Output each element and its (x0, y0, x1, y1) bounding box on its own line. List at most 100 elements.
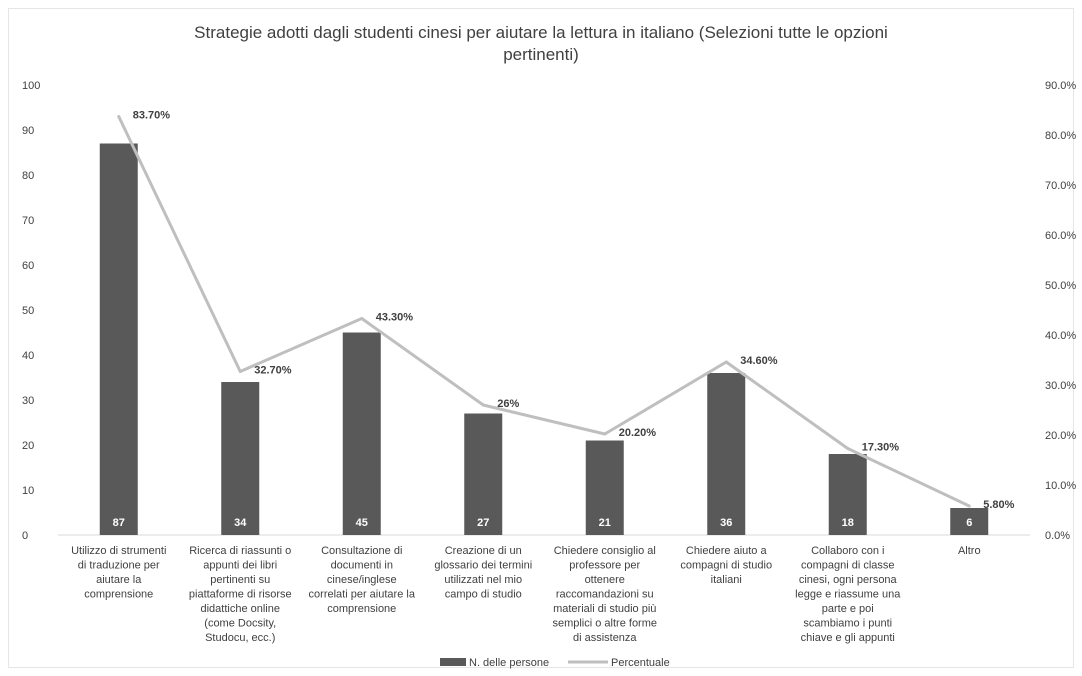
category-label-line: documenti in (331, 560, 393, 572)
category-label-line: materiali di studio più (553, 603, 656, 615)
category-label-line: pertinenti su (210, 574, 270, 586)
category-label-line: Consultazione di (321, 545, 402, 557)
line-group: 83.70% 32.70% 43.30% 26% 20.20% 34.60% 17.30% 5… (117, 110, 1015, 511)
y-left-tick-label: 30 (22, 395, 34, 407)
category-label-line: compagni di classe (801, 560, 895, 572)
percent-point (846, 447, 850, 450)
bars-group: 87 34 45 27 21 36 18 6 (99, 143, 989, 535)
y-right-tick-label: 70.0% (1045, 180, 1076, 192)
category-label-line: italiani (711, 574, 742, 586)
category-label-line: cinesi, ogni persona (799, 574, 898, 586)
category-label: Chiedere aiuto a compagni di studio italia… (680, 545, 772, 586)
percent-line (117, 115, 970, 508)
y-left-tick-label: 10 (22, 485, 34, 497)
legend-label-bars: N. delle persone (469, 657, 549, 669)
category-label-line: Utilizzo di strumenti (71, 545, 166, 557)
category-label-line: comprensione (327, 603, 396, 615)
percent-point (481, 403, 485, 407)
bar (585, 440, 624, 535)
chart-title-line-1: Strategie adotti dagli studenti cinesi p… (194, 23, 888, 42)
category-label-line: cinese/inglese (327, 574, 397, 586)
category-label-line: Chiedere aiuto a (686, 545, 768, 557)
category-label-line: didattiche online (200, 603, 280, 615)
legend-label-line: Percentuale (611, 657, 670, 669)
category-label-line: utilizzati nel mio (444, 574, 522, 586)
y-left-tick-label: 0 (22, 530, 28, 542)
y-left-tick-label: 70 (22, 215, 34, 227)
category-label-line: Creazione di un (445, 545, 522, 557)
category-label-line: di traduzione per (78, 560, 160, 572)
category-label-line: glossario dei termini (434, 560, 532, 572)
legend-swatch-bars (440, 658, 466, 666)
category-label-line: ottenere (585, 574, 625, 586)
category-label: Consultazione di documenti in cinese/ingle… (309, 545, 416, 615)
chart-title: Strategie adotti dagli studenti cinesi p… (0, 22, 1082, 66)
category-label-line: Collaboro con i (811, 545, 884, 557)
category-label-line: campo di studio (445, 589, 522, 601)
y-right-tick-label: 40.0% (1045, 330, 1076, 342)
y-right-tick-label: 60.0% (1045, 230, 1076, 242)
category-label-line: Altro (958, 545, 981, 557)
bar (950, 508, 989, 535)
bar-value-label: 21 (599, 517, 611, 529)
y-left-tick-label: 20 (22, 440, 34, 452)
y-left-tick-label: 100 (22, 80, 40, 92)
category-label-line: appunti dei libri (203, 560, 277, 572)
axes-group: 0 10 20 30 40 50 60 70 80 90 100 0.0% 10.0% 20.0% 30.0… (22, 80, 1076, 542)
percent-point (967, 504, 971, 508)
category-label: Utilizzo di strumenti di traduzione per ai… (71, 545, 166, 601)
y-right-tick-label: 10.0% (1045, 480, 1076, 492)
y-right-tick-label: 80.0% (1045, 130, 1076, 142)
bar-value-label: 27 (477, 517, 489, 529)
bar (707, 373, 746, 535)
percent-label: 20.20% (619, 427, 657, 439)
y-right-tick-label: 20.0% (1045, 430, 1076, 442)
percent-point (724, 360, 728, 364)
percent-label: 32.70% (254, 365, 292, 377)
percent-point (117, 115, 121, 118)
bar-value-label: 87 (113, 517, 125, 529)
legend: N. delle persone Percentuale (440, 657, 670, 669)
chart-frame (8, 8, 1074, 668)
percent-label: 5.80% (983, 499, 1014, 511)
bar (828, 454, 867, 535)
percent-point (360, 317, 364, 320)
bar-value-label: 6 (966, 517, 972, 529)
bar (342, 332, 381, 535)
percent-point (238, 370, 242, 373)
category-label-line: raccomandazioni su (556, 589, 654, 601)
percent-label: 17.30% (862, 442, 900, 454)
y-right-tick-label: 90.0% (1045, 80, 1076, 92)
percent-point (603, 432, 607, 436)
percent-label: 34.60% (740, 355, 778, 367)
y-left-tick-label: 50 (22, 305, 34, 317)
bar-value-label: 34 (234, 517, 247, 529)
y-left-tick-label: 90 (22, 125, 34, 137)
category-label-line: parte e poi (822, 603, 874, 615)
category-label-line: (come Docsity, (204, 618, 276, 630)
bar (99, 143, 138, 535)
category-label-line: professore per (569, 560, 640, 572)
category-label-line: scambiamo i punti (803, 618, 892, 630)
percent-label: 43.30% (376, 312, 414, 324)
category-label-line: correlati per aiutare la (309, 589, 416, 601)
category-label-line: chiave e gli appunti (801, 632, 895, 644)
bar-value-label: 36 (720, 517, 732, 529)
category-label-line: comprensione (84, 589, 153, 601)
percent-label: 26% (497, 398, 519, 410)
bar-value-label: 45 (356, 517, 368, 529)
category-label-line: piattaforme di risorse (189, 589, 292, 601)
category-label: Chiedere consiglio al professore per otten… (552, 545, 657, 644)
y-right-tick-label: 0.0% (1045, 530, 1070, 542)
chart-title-line-2: pertinenti) (503, 45, 579, 64)
category-label-line: legge e riassume una (795, 589, 901, 601)
bar (221, 382, 260, 535)
y-left-tick-label: 80 (22, 170, 34, 182)
bar (464, 413, 503, 535)
category-label-line: Ricerca di riassunti o (189, 545, 291, 557)
category-label: Collaboro con i compagni di classe cinesi,… (795, 545, 901, 644)
category-label-line: di assistenza (573, 632, 637, 644)
y-right-tick-label: 50.0% (1045, 280, 1076, 292)
category-label-line: aiutare la (96, 574, 142, 586)
